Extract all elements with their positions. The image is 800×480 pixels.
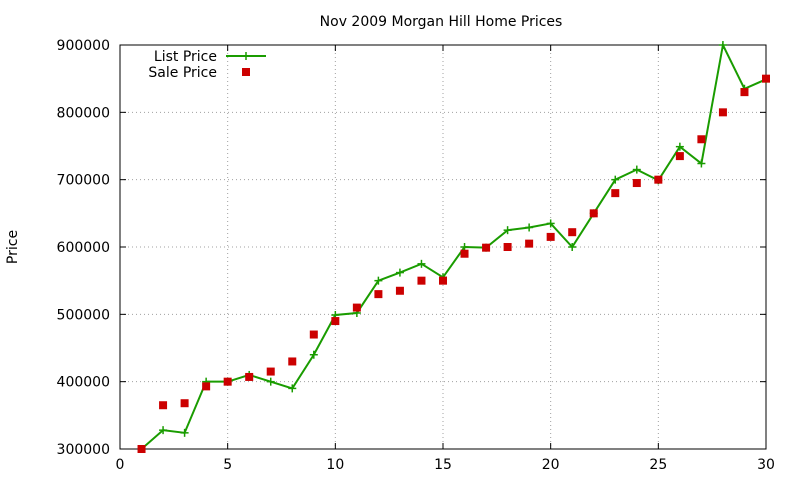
- legend-label: Sale Price: [148, 65, 217, 81]
- sale-price-point: [374, 290, 383, 299]
- sale-price-point: [331, 317, 340, 326]
- x-tick-label: 30: [757, 457, 775, 473]
- series: [137, 41, 770, 453]
- sale-price-point: [697, 135, 706, 144]
- sale-price-point: [675, 152, 684, 161]
- legend-swatch-marker: [242, 68, 250, 76]
- list-price-point: [697, 159, 706, 168]
- x-tick-label: 20: [542, 457, 560, 473]
- list-price-point: [395, 268, 404, 277]
- y-tick-label: 400000: [57, 375, 110, 391]
- series-sale-price: [137, 74, 770, 453]
- list-price-point: [546, 219, 555, 228]
- sale-price-point: [137, 445, 146, 453]
- sale-price-point: [288, 357, 297, 366]
- sale-price-point: [654, 175, 663, 184]
- sale-price-point: [546, 232, 555, 241]
- sale-price-point: [718, 108, 727, 117]
- sale-price-point: [180, 399, 189, 408]
- y-tick-label: 900000: [57, 38, 110, 54]
- list-price-point: [503, 226, 512, 235]
- y-tick-label: 300000: [57, 442, 110, 458]
- sale-price-point: [568, 228, 577, 237]
- y-tick-label: 700000: [57, 173, 110, 189]
- legend-swatch-marker: [242, 52, 250, 60]
- y-tick-label: 600000: [57, 240, 110, 256]
- list-price-point: [460, 243, 469, 251]
- x-tick-label: 0: [116, 457, 125, 473]
- list-price-point: [180, 428, 189, 437]
- list-price-point: [718, 41, 727, 49]
- sale-price-point: [740, 88, 749, 97]
- sale-price-point: [395, 286, 404, 295]
- sale-price-point: [460, 249, 469, 258]
- x-tick-label: 5: [223, 457, 232, 473]
- list-price-point: [568, 243, 577, 251]
- list-price-point: [417, 259, 426, 268]
- sale-price-point: [245, 372, 254, 381]
- sale-price-point: [439, 276, 447, 285]
- sale-price-point: [611, 189, 620, 198]
- sale-price-point: [482, 243, 491, 252]
- sale-price-point: [266, 367, 275, 376]
- y-axis-label: Price: [5, 230, 21, 264]
- list-price-point: [159, 426, 168, 435]
- list-price-point: [309, 350, 318, 359]
- x-tick-label: 25: [649, 457, 667, 473]
- legend-label: List Price: [154, 49, 217, 65]
- x-tick-label: 15: [434, 457, 452, 473]
- sale-price-point: [503, 243, 512, 251]
- sale-price-point: [762, 74, 770, 83]
- list-price-point: [266, 377, 275, 386]
- axis-ticks: 0 5 10 15 20 25 30 300000 400000 500000 600000 7000…: [57, 38, 775, 473]
- list-price-point: [675, 142, 684, 151]
- sale-price-point: [417, 276, 426, 285]
- sale-price-point: [525, 239, 534, 248]
- list-price-point: [374, 276, 383, 285]
- list-price-point: [525, 223, 534, 232]
- sale-price-point: [223, 377, 232, 386]
- list-price-point: [632, 165, 641, 174]
- y-tick-label: 800000: [57, 105, 110, 121]
- sale-price-point: [159, 401, 168, 410]
- y-tick-label: 500000: [57, 307, 110, 323]
- sale-price-point: [309, 330, 318, 339]
- x-tick-label: 10: [326, 457, 344, 473]
- list-price-point: [611, 175, 620, 184]
- sale-price-point: [352, 303, 361, 312]
- chart-title: Nov 2009 Morgan Hill Home Prices: [320, 14, 563, 30]
- sale-price-point: [632, 179, 641, 188]
- list-price-point: [288, 384, 297, 393]
- sale-price-point: [202, 382, 211, 391]
- sale-price-point: [589, 209, 598, 218]
